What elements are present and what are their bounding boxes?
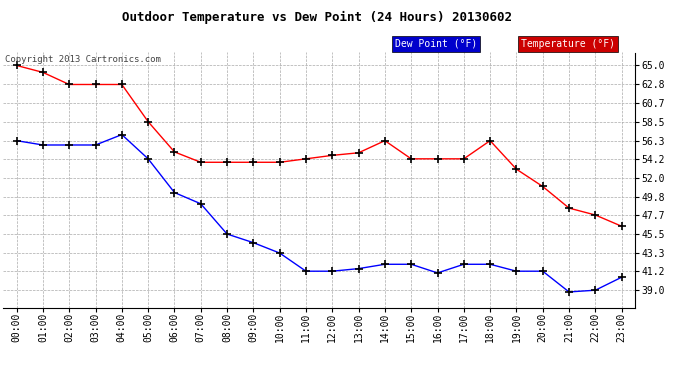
Text: Outdoor Temperature vs Dew Point (24 Hours) 20130602: Outdoor Temperature vs Dew Point (24 Hou… <box>122 11 513 24</box>
Text: Copyright 2013 Cartronics.com: Copyright 2013 Cartronics.com <box>5 55 161 64</box>
Text: Temperature (°F): Temperature (°F) <box>521 39 615 49</box>
Text: Dew Point (°F): Dew Point (°F) <box>395 39 477 49</box>
